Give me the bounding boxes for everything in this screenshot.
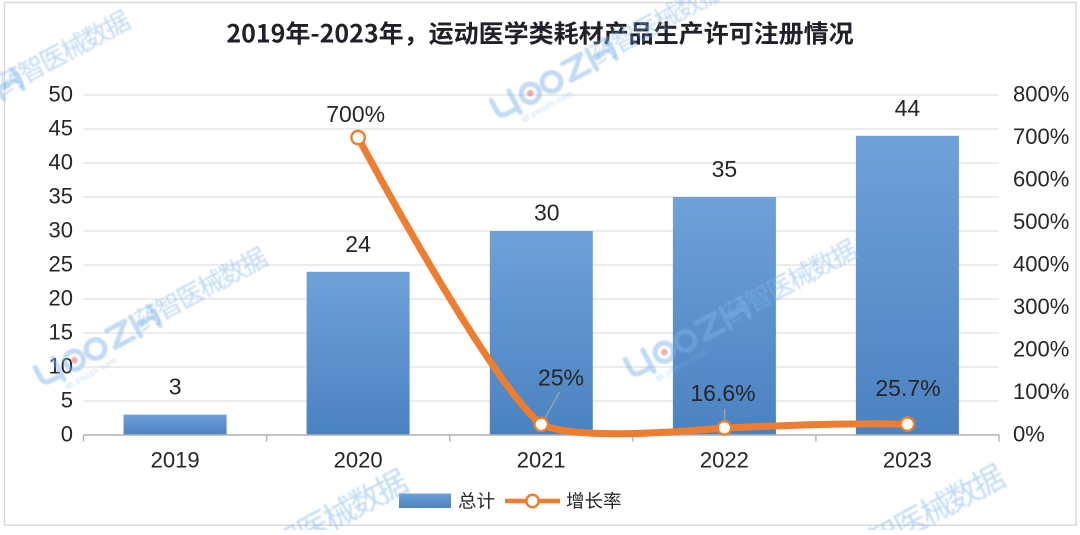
svg-text:20: 20	[49, 286, 73, 311]
svg-text:700%: 700%	[1013, 124, 1069, 149]
svg-text:44: 44	[895, 95, 921, 121]
svg-text:100%: 100%	[1013, 379, 1069, 404]
svg-text:16.6%: 16.6%	[690, 380, 755, 406]
svg-text:700%: 700%	[326, 101, 385, 127]
svg-text:600%: 600%	[1013, 167, 1069, 192]
svg-text:30: 30	[534, 200, 560, 226]
svg-text:0: 0	[61, 422, 73, 447]
svg-text:50: 50	[49, 82, 73, 107]
svg-text:3: 3	[169, 374, 182, 400]
svg-text:2019: 2019	[151, 448, 200, 473]
svg-text:30: 30	[49, 218, 73, 243]
svg-text:2023: 2023	[883, 448, 932, 473]
svg-text:25.7%: 25.7%	[875, 375, 940, 401]
svg-text:2022: 2022	[700, 448, 749, 473]
svg-text:5: 5	[61, 388, 73, 413]
svg-text:2021: 2021	[517, 448, 566, 473]
svg-text:40: 40	[49, 150, 73, 175]
svg-text:500%: 500%	[1013, 209, 1069, 234]
svg-text:0%: 0%	[1013, 422, 1045, 447]
svg-text:400%: 400%	[1013, 252, 1069, 277]
svg-text:45: 45	[49, 116, 73, 141]
svg-text:25: 25	[49, 252, 73, 277]
svg-text:300%: 300%	[1013, 294, 1069, 319]
svg-text:200%: 200%	[1013, 337, 1069, 362]
svg-text:35: 35	[712, 156, 738, 182]
svg-text:24: 24	[345, 231, 371, 257]
svg-text:2020: 2020	[334, 448, 383, 473]
svg-text:15: 15	[49, 320, 73, 345]
svg-text:800%: 800%	[1013, 82, 1069, 107]
svg-text:35: 35	[49, 184, 73, 209]
svg-text:25%: 25%	[538, 365, 584, 391]
